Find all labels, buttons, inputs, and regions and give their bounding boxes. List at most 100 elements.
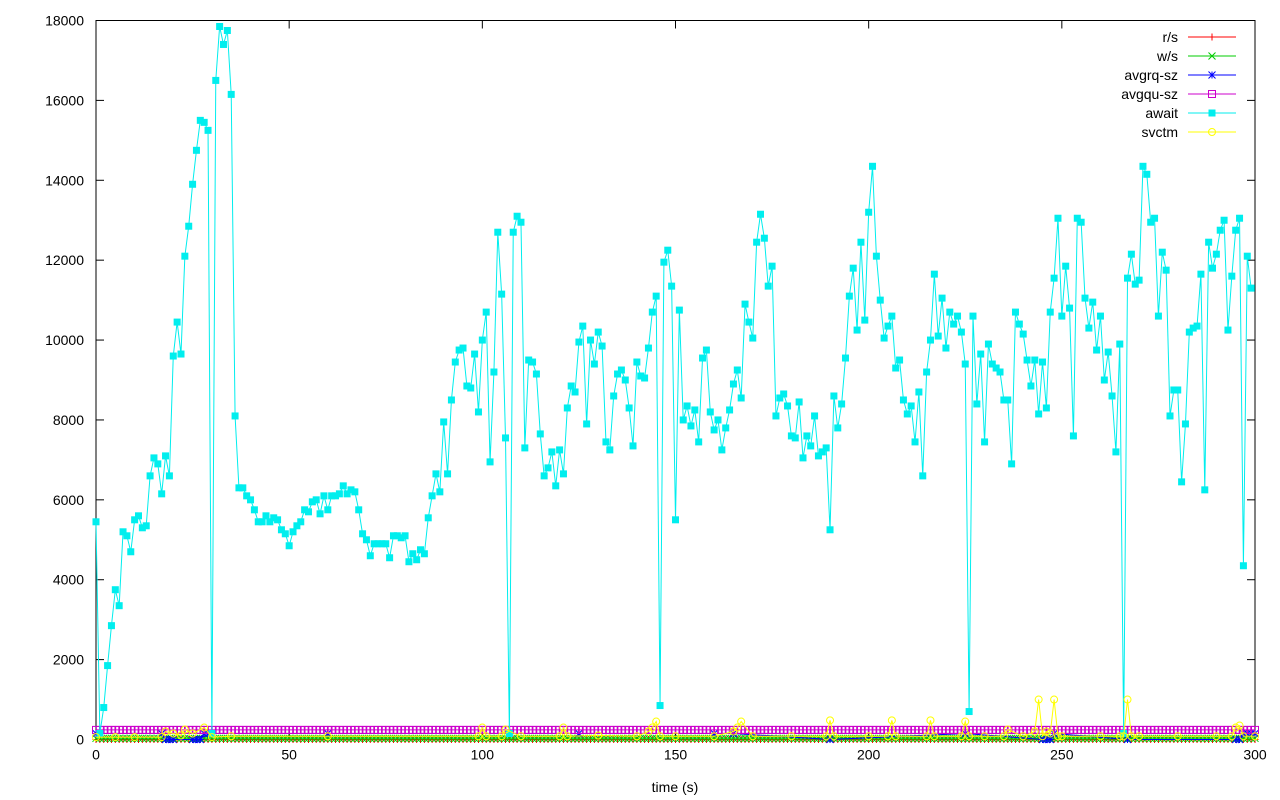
data-point (552, 482, 560, 490)
data-point (961, 360, 969, 368)
data-point (965, 708, 973, 716)
data-point (188, 729, 197, 738)
data-point (741, 300, 749, 308)
data-point (726, 406, 734, 414)
legend-marker (1208, 71, 1216, 79)
data-point (826, 735, 834, 744)
data-point (1127, 250, 1135, 258)
data-point (401, 532, 409, 540)
data-point (529, 358, 537, 366)
data-point (996, 368, 1004, 376)
data-point (1239, 562, 1247, 570)
data-point (215, 734, 224, 743)
data-point (787, 432, 795, 440)
data-point (478, 723, 487, 732)
data-point (644, 734, 653, 743)
data-point (157, 733, 166, 742)
data-point (362, 536, 370, 544)
data-point (1031, 356, 1039, 364)
data-point (957, 732, 966, 741)
data-point (745, 734, 753, 743)
legend-label: avgqu-sz (1121, 86, 1178, 102)
data-point (822, 444, 830, 452)
y-tick-label: 12000 (45, 252, 84, 268)
data-point (323, 732, 332, 741)
data-point (432, 470, 440, 478)
data-point (501, 725, 510, 734)
data-point (969, 312, 977, 320)
data-point (169, 729, 178, 738)
data-point (1054, 214, 1062, 222)
data-point (1189, 324, 1197, 332)
data-point (150, 454, 158, 462)
data-point (930, 270, 938, 278)
data-point (679, 416, 687, 424)
data-point (1089, 298, 1097, 306)
data-point (946, 308, 954, 316)
data-point (355, 506, 363, 514)
data-point (710, 732, 719, 741)
data-point (826, 526, 834, 534)
data-point (92, 733, 100, 742)
data-point (725, 734, 734, 743)
data-point (702, 346, 710, 354)
data-point (1224, 326, 1232, 334)
data-point (1220, 216, 1228, 224)
data-point (556, 446, 564, 454)
data-point (652, 717, 661, 726)
data-point (285, 542, 293, 550)
data-point (266, 518, 274, 526)
data-point (162, 452, 170, 460)
data-point (1135, 276, 1143, 284)
data-point (1096, 732, 1105, 741)
data-point (594, 731, 603, 740)
data-point (169, 352, 177, 360)
data-point (938, 294, 946, 302)
data-point (988, 360, 996, 368)
data-point (146, 472, 154, 480)
data-point (227, 732, 236, 741)
data-point (498, 290, 506, 298)
data-point (826, 716, 835, 725)
data-point (123, 532, 131, 540)
data-point (1212, 250, 1220, 258)
data-point (316, 510, 324, 518)
data-point (1251, 732, 1259, 741)
data-point (482, 308, 490, 316)
data-point (502, 434, 510, 442)
data-point (718, 734, 726, 743)
data-point (1104, 348, 1112, 356)
data-point (1004, 396, 1012, 404)
data-point (130, 734, 139, 743)
data-point (1053, 732, 1062, 741)
legend-entry: await (1145, 105, 1236, 121)
data-point (857, 238, 865, 246)
data-point (579, 322, 587, 330)
data-point (784, 402, 792, 410)
data-point (428, 492, 436, 500)
data-point (451, 358, 459, 366)
data-point (474, 732, 483, 741)
data-point (872, 252, 880, 260)
data-point (950, 320, 958, 328)
legend-label: await (1145, 105, 1178, 121)
series-4 (92, 22, 1255, 738)
legend-entry: w/s (1156, 48, 1236, 64)
data-point (207, 733, 216, 742)
x-tick-label: 150 (664, 747, 688, 763)
data-point (471, 350, 479, 358)
data-point (142, 522, 150, 530)
data-point (1119, 732, 1128, 741)
data-point (131, 516, 139, 524)
data-point (146, 734, 154, 743)
data-point (1034, 695, 1043, 704)
data-point (559, 723, 568, 732)
data-point (123, 734, 131, 743)
data-point (1166, 412, 1174, 420)
data-point (111, 734, 120, 743)
data-point (134, 512, 142, 520)
data-point (999, 732, 1008, 741)
data-point (250, 506, 258, 514)
data-point (254, 518, 262, 526)
data-point (1201, 486, 1209, 494)
